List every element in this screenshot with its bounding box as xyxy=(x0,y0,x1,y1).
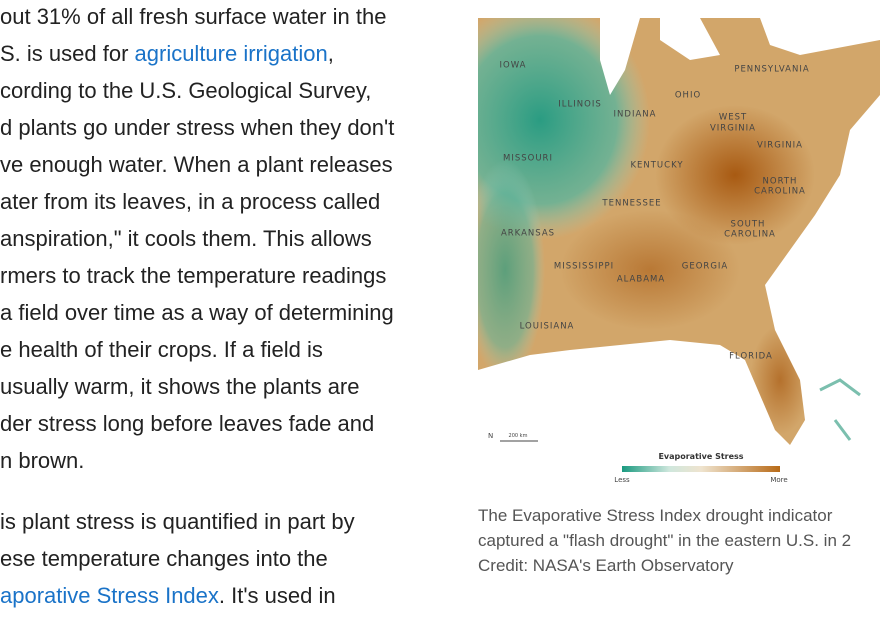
state-label: MISSOURI xyxy=(503,154,553,164)
scale-label: 200 km xyxy=(509,433,528,439)
state-label: OHIO xyxy=(675,91,701,101)
text-line: ater from its leaves, in a process calle… xyxy=(0,189,380,215)
text-line: e health of their crops. If a field is xyxy=(0,337,323,363)
text-line: out 31% of all fresh surface water in th… xyxy=(0,4,386,30)
text-span: anspiration," it cools them. This allows xyxy=(0,226,372,251)
dry-region xyxy=(560,210,740,330)
text-span: ater from its leaves, in a process calle… xyxy=(0,189,381,214)
text-span: ese temperature changes into the xyxy=(0,546,328,571)
text-line: d plants go under stress when they don't xyxy=(0,115,394,141)
text-span: rmers to track the temperature readings xyxy=(0,263,387,288)
text-line: a field over time as a way of determinin… xyxy=(0,300,394,326)
state-label: ARKANSAS xyxy=(501,229,555,239)
state-label: LOUISIANA xyxy=(520,322,575,332)
text-line: is plant stress is quantified in part by xyxy=(0,509,355,535)
state-label: INDIANA xyxy=(614,110,657,120)
text-line: anspiration," it cools them. This allows xyxy=(0,226,372,252)
text-span: out 31% of all fresh surface water in th… xyxy=(0,4,387,29)
state-label: ILLINOIS xyxy=(558,100,601,110)
state-label: SOUTH xyxy=(731,220,766,230)
state-label: IOWA xyxy=(500,61,527,71)
islands xyxy=(819,378,861,441)
text-line: cording to the U.S. Geological Survey, xyxy=(0,78,371,104)
legend-title: Evaporative Stress xyxy=(658,452,743,461)
state-label: MISSISSIPPI xyxy=(554,262,614,272)
legend-more: More xyxy=(770,476,787,484)
text-span: a field over time as a way of determinin… xyxy=(0,300,394,325)
state-label: KENTUCKY xyxy=(630,161,683,171)
north-arrow: N xyxy=(488,432,493,440)
state-label: GEORGIA xyxy=(682,262,728,272)
state-label: NORTH xyxy=(763,177,798,187)
text-span: d plants go under stress when they don't xyxy=(0,115,395,140)
state-label: PENNSYLVANIA xyxy=(734,65,809,75)
text-line: der stress long before leaves fade and xyxy=(0,411,374,437)
text-span: S. is used for xyxy=(0,41,135,66)
text-span: n brown. xyxy=(0,448,85,473)
state-label: FLORIDA xyxy=(729,352,773,362)
text-span: ve enough water. When a plant releases xyxy=(0,152,393,177)
text-span: e health of their crops. If a field is xyxy=(0,337,323,362)
text-line: usually warm, it shows the plants are xyxy=(0,374,360,400)
state-label: TENNESSEE xyxy=(601,199,661,209)
wet-region xyxy=(478,160,545,380)
legend-less: Less xyxy=(614,476,630,484)
state-label: CAROLINA xyxy=(754,187,806,197)
text-line: ese temperature changes into the xyxy=(0,546,328,572)
text-line: rmers to track the temperature readings xyxy=(0,263,386,289)
state-label: CAROLINA xyxy=(724,230,776,240)
text-span: is plant stress is quantified in part by xyxy=(0,509,355,534)
inline-link[interactable]: agriculture irrigation xyxy=(134,41,328,66)
caption-line: captured a "flash drought" in the easter… xyxy=(478,531,852,550)
text-span: , xyxy=(327,41,334,66)
text-span: usually warm, it shows the plants are xyxy=(0,374,360,399)
text-line: ve enough water. When a plant releases xyxy=(0,152,393,178)
legend-bar xyxy=(622,466,780,472)
dry-region xyxy=(655,105,815,245)
state-label: VIRGINIA xyxy=(710,124,756,134)
gulf xyxy=(478,340,790,445)
caption-line: The Evaporative Stress Index drought ind… xyxy=(478,506,833,525)
text-line: n brown. xyxy=(0,448,84,474)
inline-link[interactable]: aporative Stress Index xyxy=(0,583,219,608)
text-span: . It's used in xyxy=(218,583,336,608)
text-span: cording to the U.S. Geological Survey, xyxy=(0,78,372,103)
caption-line: Credit: NASA's Earth Observatory xyxy=(478,556,734,575)
state-label: WEST xyxy=(719,113,747,123)
atlantic xyxy=(765,95,880,445)
text-line: S. is used for agriculture irrigation, xyxy=(0,41,334,67)
text-line: aporative Stress Index. It's used in xyxy=(0,583,336,609)
state-label: VIRGINIA xyxy=(757,141,803,151)
state-label: ALABAMA xyxy=(617,275,665,285)
great-lakes xyxy=(600,18,880,95)
text-span: der stress long before leaves fade and xyxy=(0,411,375,436)
